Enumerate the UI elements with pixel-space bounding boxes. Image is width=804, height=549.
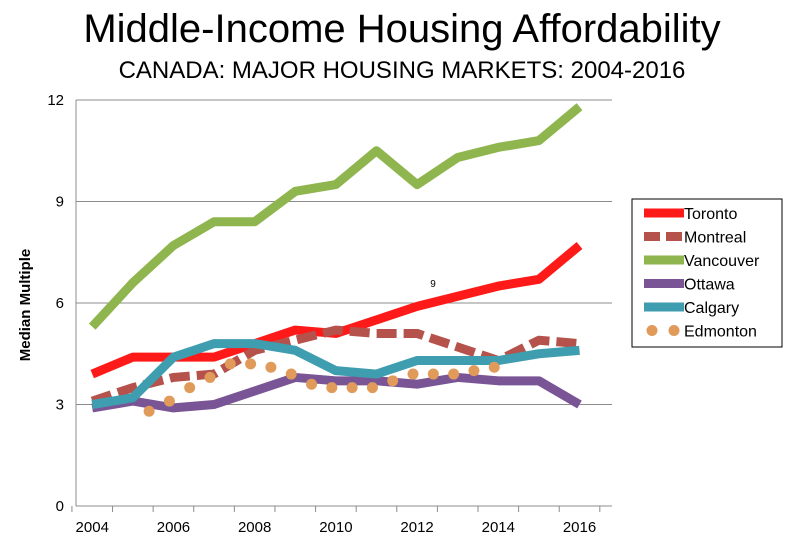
data-point-edmonton — [285, 368, 297, 380]
chart-subtitle: CANADA: MAJOR HOUSING MARKETS: 2004-2016 — [118, 57, 686, 84]
legend-item-edmonton: Edmonton — [646, 324, 757, 341]
data-point-edmonton — [366, 382, 378, 394]
data-point-edmonton — [387, 375, 399, 387]
x-tick-label: 2008 — [238, 519, 271, 536]
series-line-ottawa — [91, 372, 582, 413]
legend-label: Edmonton — [684, 324, 757, 341]
y-axis-label: Median Multiple — [17, 249, 34, 362]
y-tick-label: 6 — [56, 295, 64, 312]
series-line-vancouver — [88, 103, 583, 330]
x-tick-label: 2006 — [157, 519, 190, 536]
legend-item-ottawa: Ottawa — [644, 277, 735, 294]
series-line-calgary — [91, 339, 580, 409]
data-point-edmonton — [143, 405, 155, 417]
data-point-edmonton — [346, 382, 358, 394]
legend-label: Toronto — [684, 206, 737, 223]
x-tick-label: 2012 — [400, 519, 433, 536]
data-point-edmonton — [448, 368, 460, 380]
chart-annotation: 9 — [430, 279, 436, 290]
legend-box — [631, 198, 783, 348]
data-point-edmonton — [265, 361, 277, 373]
data-point-edmonton — [326, 382, 338, 394]
legend-item-calgary: Calgary — [644, 300, 739, 317]
y-tick-label: 3 — [56, 397, 64, 414]
data-point-edmonton — [407, 368, 419, 380]
x-tick-label: 2004 — [76, 519, 109, 536]
data-point-edmonton — [184, 382, 196, 394]
legend-label: Ottawa — [684, 277, 735, 294]
series-edmonton — [143, 358, 500, 417]
data-point-edmonton — [306, 378, 318, 390]
chart-title: Middle-Income Housing Affordability — [83, 7, 721, 51]
legend: Toronto Montreal Vancouver Ottawa Calgary Edm… — [631, 198, 783, 348]
data-point-edmonton — [204, 371, 216, 383]
data-point-edmonton — [427, 368, 439, 380]
legend-item-montreal: Montreal — [644, 230, 746, 247]
y-tick-label: 12 — [47, 92, 64, 109]
x-tick-label: 2010 — [319, 519, 352, 536]
y-tick-label: 9 — [56, 194, 64, 211]
data-point-edmonton — [224, 358, 236, 370]
legend-swatch — [646, 325, 658, 336]
data-point-edmonton — [488, 361, 500, 373]
legend-item-toronto: Toronto — [644, 206, 737, 223]
legend-label: Vancouver — [684, 253, 760, 270]
series-lines — [88, 103, 583, 417]
legend-label: Calgary — [684, 300, 739, 317]
data-point-edmonton — [245, 358, 257, 370]
y-tick-label: 0 — [56, 498, 64, 515]
data-point-edmonton — [163, 395, 175, 407]
axes: 0 3 6 9 12 2004 2006 2008 2010 2012 2014 2016 — [47, 92, 612, 536]
legend-label: Montreal — [684, 230, 746, 247]
x-tick-label: 2014 — [482, 519, 515, 536]
legend-swatch — [668, 325, 680, 336]
data-point-edmonton — [468, 365, 480, 377]
x-tick-label: 2016 — [563, 519, 596, 536]
legend-item-vancouver: Vancouver — [644, 253, 760, 270]
